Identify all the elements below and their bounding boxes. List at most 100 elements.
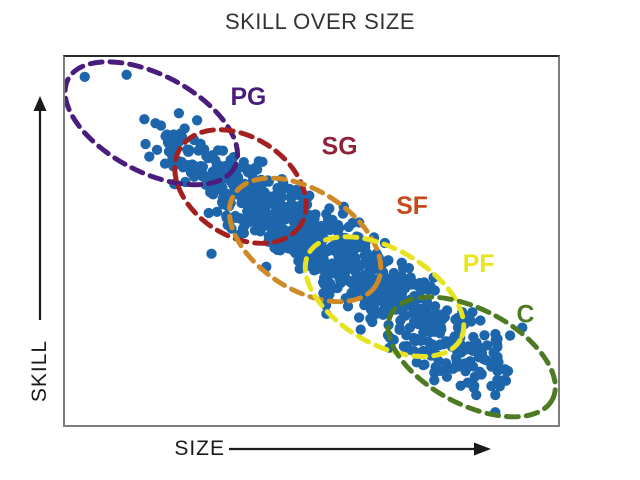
data-point [196,170,208,182]
data-point [160,130,171,142]
data-point [497,375,509,386]
data-point [322,214,334,225]
data-point [441,362,452,374]
data-point [397,263,409,274]
group-label-sf: SF [396,193,428,220]
data-point [425,340,436,351]
x-axis-label: SIZE [174,437,225,460]
data-point [475,315,486,326]
data-point [206,248,217,259]
data-point [183,146,194,157]
data-point [285,192,297,203]
group-ellipse-c [385,294,558,420]
data-point [395,315,406,326]
data-point [355,324,366,335]
data-point [310,252,321,263]
data-point [284,183,295,195]
data-point [260,202,271,213]
x-axis-arrow-icon [229,442,491,456]
data-point [449,331,460,342]
data-point [440,336,452,347]
data-point [353,312,365,323]
data-point [265,222,277,234]
data-point [195,141,206,153]
data-point [342,301,354,312]
data-point [335,258,347,269]
data-point [274,218,286,230]
data-point [481,340,493,351]
data-point [429,375,440,386]
data-point [151,144,163,156]
data-point [450,360,462,371]
data-point [317,277,329,288]
data-point [174,132,186,143]
data-point [425,350,437,361]
data-point [394,324,405,335]
data-point [155,120,167,131]
data-point [343,221,354,233]
y-axis-arrow-icon [33,96,47,320]
data-point [417,345,429,357]
data-point [293,237,304,248]
y-axis-label: SKILL [28,339,51,403]
data-point [253,156,264,167]
data-point [334,270,345,281]
data-point [166,142,177,154]
data-point [504,330,516,341]
data-point [378,309,389,320]
data-point [159,158,171,169]
group-ellipse-pf [302,234,467,359]
data-point [380,256,391,267]
data-point [460,366,471,377]
data-point [242,205,253,217]
data-point [411,357,422,368]
group-label-sg: SG [322,133,358,160]
data-point [338,237,350,249]
data-point [360,241,371,253]
data-point [429,367,440,378]
group-ellipse-pg [65,59,241,188]
data-point [173,108,185,119]
data-point [359,269,370,280]
data-point [195,160,207,172]
data-point [139,114,150,125]
data-point [144,151,155,162]
data-point [367,265,378,276]
data-point [411,333,422,345]
data-point [467,361,479,372]
data-point [230,212,242,223]
data-point [490,389,501,401]
data-point [429,301,441,312]
data-point [368,308,379,319]
data-point [499,364,511,375]
data-point [377,289,389,300]
data-point [333,220,344,231]
data-point [395,275,407,287]
data-point [410,278,422,289]
data-point [476,368,487,379]
data-point [188,161,199,172]
data-point [409,316,420,327]
data-point [260,191,272,203]
data-point [395,303,406,314]
data-point [481,355,492,366]
group-labels: PG SG SF PF C [231,84,535,328]
data-point [215,162,226,173]
data-point [121,69,132,80]
data-point [191,115,203,126]
data-point [295,250,306,262]
scatter-points [79,69,528,418]
data-point [140,138,151,150]
data-point [274,205,285,216]
group-label-pf: PF [463,251,495,278]
data-point [276,243,288,254]
data-point [462,344,473,355]
data-point [251,199,262,210]
data-point [425,326,436,338]
chart-title: SKILL OVER SIZE [224,9,416,34]
plot-area: PG SG SF PF C [63,55,560,427]
data-point [258,209,269,221]
data-point [386,276,397,287]
data-point [403,344,414,355]
scatter-plot-canvas: PG SG SF PF C [65,59,558,420]
